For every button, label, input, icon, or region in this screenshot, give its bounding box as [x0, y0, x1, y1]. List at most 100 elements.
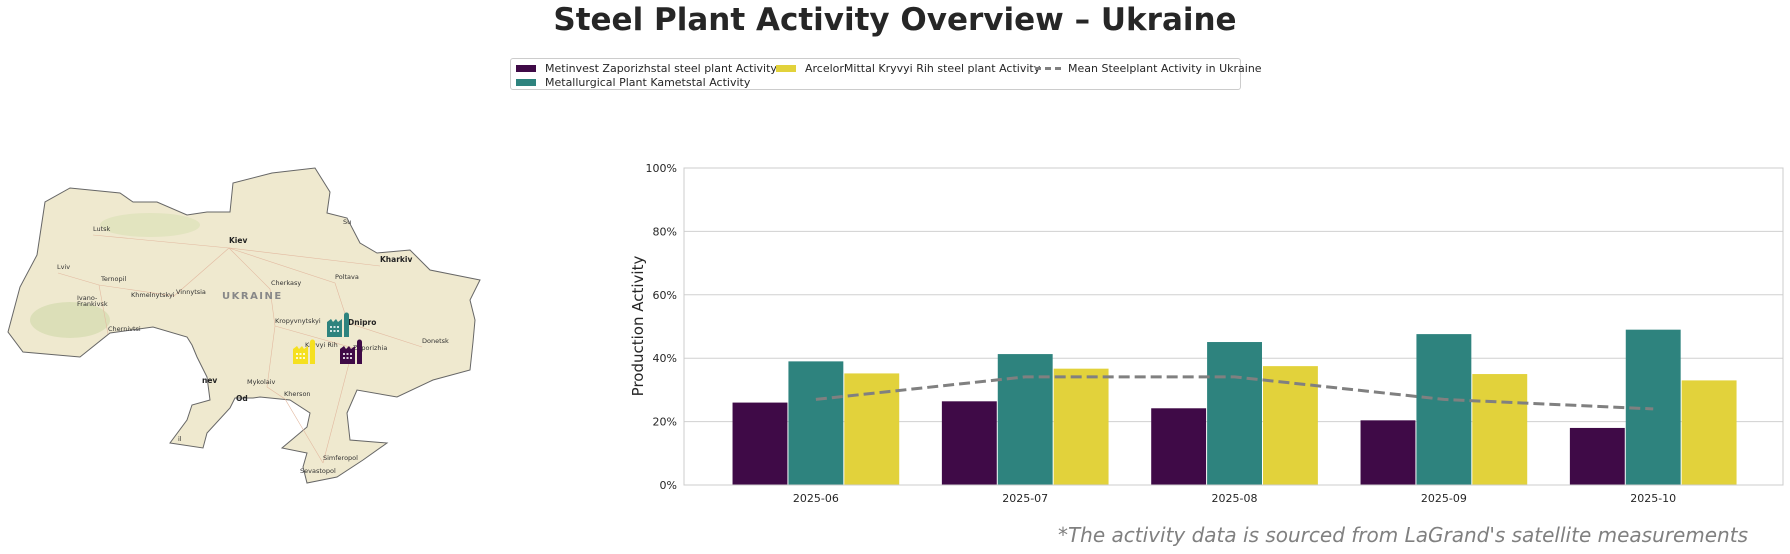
legend-dash-line — [1035, 67, 1061, 70]
factory-window — [296, 357, 298, 359]
legend-item-kametstal: Metallurgical Plant Kametstal Activity — [516, 76, 750, 89]
y-tick-label: 0% — [660, 479, 677, 492]
svg-text:Lutsk: Lutsk — [93, 225, 111, 233]
y-tick-label: 60% — [653, 289, 677, 302]
x-tick-label: 2025-09 — [1421, 492, 1467, 505]
factory-window — [296, 353, 298, 355]
svg-text:Donetsk: Donetsk — [422, 337, 449, 345]
ukraine-map: Lutsk Kiev Kharkiv Su Lviv Ternopil Khme… — [7, 167, 481, 484]
legend: Metinvest Zaporizhstal steel plant Activ… — [510, 58, 1262, 90]
x-tick-label: 2025-10 — [1630, 492, 1676, 505]
svg-text:Frankivsk: Frankivsk — [77, 300, 108, 308]
y-tick-label: 80% — [653, 225, 677, 238]
bar-2025-07-1 — [997, 354, 1053, 485]
svg-text:Mykolaiv: Mykolaiv — [247, 378, 276, 386]
factory-window — [346, 357, 349, 359]
bar-2025-10-1 — [1625, 329, 1681, 485]
factory-window — [350, 353, 352, 355]
svg-text:nev: nev — [202, 376, 217, 385]
bar-2025-09-1 — [1416, 334, 1472, 485]
y-tick-label: 40% — [653, 352, 677, 365]
carpathians-terrain — [30, 302, 110, 338]
factory-chimney-top — [344, 312, 349, 318]
legend-label: Mean Steelplant Activity in Ukraine — [1068, 62, 1262, 75]
bar-2025-06-1 — [788, 361, 844, 485]
factory-window — [350, 357, 352, 359]
factory-window — [337, 330, 339, 332]
legend-swatch — [516, 79, 536, 86]
factory-chimney-top — [310, 339, 315, 345]
x-tick-label: 2025-06 — [793, 492, 839, 505]
footnote: *The activity data is sourced from LaGra… — [1057, 523, 1748, 547]
svg-text:Ivano-: Ivano- — [77, 294, 98, 302]
bar-2025-09-0 — [1360, 420, 1416, 485]
svg-text:Kryvyi Rih: Kryvyi Rih — [305, 341, 338, 349]
bar-2025-10-0 — [1569, 427, 1625, 485]
svg-text:il: il — [178, 435, 182, 443]
factory-window — [299, 357, 302, 359]
svg-text:Chernivtsi: Chernivtsi — [108, 325, 141, 333]
legend-label: ArcelorMittal Kryvyi Rih steel plant Act… — [805, 62, 1041, 75]
legend-item-mean: Mean Steelplant Activity in Ukraine — [1035, 62, 1262, 75]
svg-text:Zaporizhia: Zaporizhia — [353, 344, 387, 352]
factory-window — [303, 353, 305, 355]
legend-swatch — [776, 65, 796, 72]
factory-window — [337, 326, 339, 328]
svg-text:Poltava: Poltava — [335, 273, 359, 281]
bar-2025-08-2 — [1262, 366, 1318, 485]
factory-chimney — [310, 342, 315, 364]
mean-activity-line — [815, 375, 1654, 411]
factory-window — [346, 353, 349, 355]
factory-icon — [327, 312, 349, 337]
bar-2025-10-2 — [1681, 380, 1737, 485]
bar-2025-07-0 — [941, 401, 997, 485]
factory-icon — [293, 339, 315, 364]
factory-chimney — [344, 315, 349, 337]
bar-2025-06-0 — [732, 402, 788, 485]
y-axis-label: Production Activity — [629, 256, 647, 397]
factory-window — [330, 330, 332, 332]
svg-text:Su: Su — [343, 218, 351, 226]
bar-2025-07-2 — [1053, 368, 1109, 485]
bar-2025-08-1 — [1207, 342, 1262, 485]
svg-text:Cherkasy: Cherkasy — [271, 279, 301, 287]
svg-text:Sevastopol: Sevastopol — [300, 467, 336, 475]
svg-text:Kiev: Kiev — [229, 236, 247, 245]
bar-2025-08-0 — [1151, 408, 1207, 485]
factory-window — [330, 326, 332, 328]
legend-item-zaporizhstal: Metinvest Zaporizhstal steel plant Activ… — [516, 62, 777, 75]
x-tick-label: 2025-07 — [1002, 492, 1048, 505]
factory-window — [343, 353, 345, 355]
svg-text:Ternopil: Ternopil — [100, 275, 126, 283]
plot-frame — [683, 167, 1784, 486]
legend-label: Metallurgical Plant Kametstal Activity — [545, 76, 751, 89]
factory-chimney — [357, 342, 362, 364]
factory-window — [333, 330, 336, 332]
svg-text:Vinnytsia: Vinnytsia — [176, 288, 206, 296]
svg-text:Kherson: Kherson — [284, 390, 311, 398]
bar-2025-09-2 — [1472, 374, 1528, 485]
svg-text:Lviv: Lviv — [57, 263, 70, 271]
legend-swatch — [516, 65, 536, 72]
y-tick-label: 20% — [653, 416, 677, 429]
legend-label: Metinvest Zaporizhstal steel plant Activ… — [545, 62, 777, 75]
legend-item-kryvyi-rih: ArcelorMittal Kryvyi Rih steel plant Act… — [776, 62, 1040, 75]
svg-text:Kropyvnytskyi: Kropyvnytskyi — [275, 317, 321, 325]
svg-text:Od: Od — [236, 394, 248, 403]
factory-window — [303, 357, 305, 359]
svg-text:Kharkiv: Kharkiv — [380, 255, 412, 264]
factory-chimney-top — [357, 339, 362, 345]
ukraine-outline — [7, 167, 481, 484]
svg-text:Simferopol: Simferopol — [323, 454, 358, 462]
factory-window — [343, 357, 345, 359]
factory-window — [299, 353, 302, 355]
x-tick-label: 2025-08 — [1212, 492, 1258, 505]
forest-terrain — [100, 213, 200, 237]
svg-text:Khmelnytskyi: Khmelnytskyi — [131, 291, 175, 299]
chart-title: Steel Plant Activity Overview – Ukraine — [553, 2, 1237, 38]
svg-text:Dnipro: Dnipro — [348, 318, 376, 327]
factory-window — [333, 326, 336, 328]
bar-2025-06-2 — [844, 373, 900, 485]
country-label: UKRAINE — [222, 291, 283, 302]
city-labels: Lutsk Kiev Kharkiv Su Lviv Ternopil Khme… — [57, 218, 449, 475]
